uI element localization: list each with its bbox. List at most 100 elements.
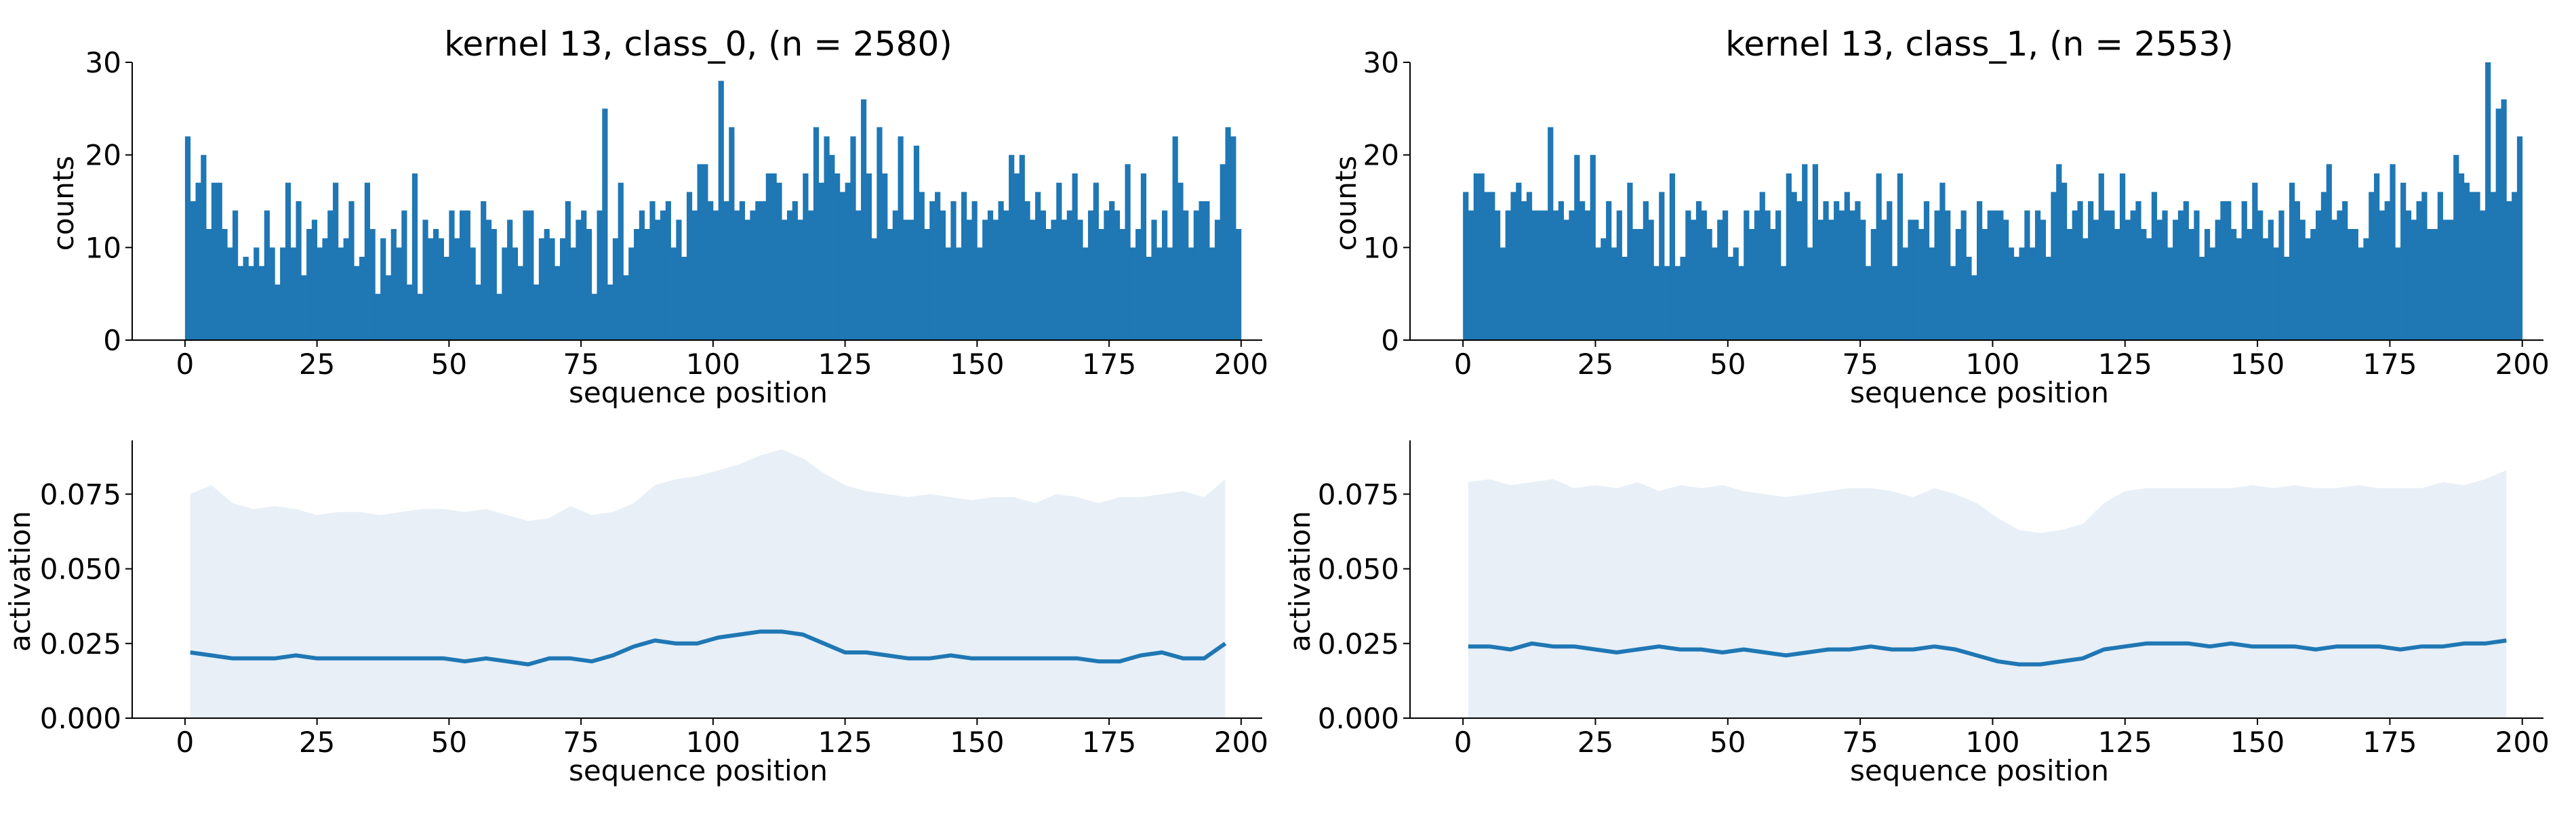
histogram-bar — [628, 247, 635, 340]
histogram-bar — [195, 182, 201, 340]
x-axis-label: sequence position — [569, 754, 828, 787]
y-tick-label: 0.000 — [40, 702, 121, 735]
histogram-bar — [2104, 210, 2110, 340]
histogram-bar — [2077, 201, 2083, 340]
histogram-bar — [776, 182, 782, 340]
histogram-bar — [2262, 238, 2269, 340]
histogram-bar — [2400, 182, 2407, 340]
histogram-bar — [2199, 257, 2205, 340]
histogram-bar — [1765, 210, 1771, 340]
activation-series — [1468, 470, 2507, 718]
histogram-bar — [1712, 247, 1718, 340]
histogram-bar — [2421, 192, 2428, 340]
histogram-panel-class-0: kernel 13, class_0, (n = 2580) sequence … — [47, 24, 1268, 409]
histogram-bar — [449, 210, 455, 340]
histogram-bar — [485, 220, 492, 340]
histogram-bar — [945, 247, 951, 340]
histogram-bar — [1531, 210, 1537, 340]
histogram-bar — [2247, 229, 2253, 340]
histogram-bar — [2284, 257, 2290, 340]
histogram-bar — [1908, 220, 1914, 340]
histogram-bar — [1706, 229, 1712, 340]
activation-panel-class-1: sequence position activation 0 25 50 75 100 1… — [1283, 440, 2550, 787]
histogram-bar — [2458, 173, 2465, 340]
histogram-bar — [940, 210, 946, 340]
histogram-bar — [470, 247, 476, 340]
activation-band — [1468, 470, 2507, 718]
histogram-bar — [1918, 229, 1925, 340]
histogram-bar — [966, 220, 972, 340]
histogram-bar — [396, 247, 402, 340]
histogram-bar — [913, 146, 920, 340]
histogram-bar — [544, 229, 550, 340]
histogram-bar — [559, 238, 566, 340]
histogram-bar — [190, 201, 196, 340]
axes: 0 25 50 75 100 125 150 175 200 0.000 0.025 0.050 0.0… — [40, 440, 1268, 759]
histogram-bar — [871, 238, 877, 340]
histogram-bar — [929, 201, 935, 340]
histogram-bar — [792, 201, 798, 340]
histogram-bar — [280, 247, 286, 340]
histogram-bar — [2093, 220, 2099, 340]
histogram-bar — [1521, 201, 1527, 340]
y-tick-label: 0 — [103, 324, 121, 357]
histogram-bar — [1733, 247, 1739, 340]
histogram-bar — [227, 247, 233, 340]
x-tick-label: 200 — [2495, 726, 2550, 759]
histogram-bar — [411, 173, 418, 340]
histogram-bar — [2109, 210, 2115, 340]
histogram-bar — [338, 247, 344, 340]
histogram-bar — [1146, 257, 1152, 340]
histogram-bar — [597, 210, 603, 340]
histogram-bar — [523, 210, 529, 340]
histogram-bar — [2061, 182, 2068, 340]
histogram-bar — [2051, 192, 2057, 340]
histogram-bar — [1601, 238, 1607, 340]
histogram-bar — [1844, 192, 1850, 340]
histogram-bar — [839, 192, 846, 340]
histogram-bar — [2019, 247, 2025, 340]
histogram-bar — [2342, 201, 2348, 340]
histogram-bar — [549, 238, 555, 340]
histogram-bar — [2146, 238, 2152, 340]
histogram-bar — [2437, 192, 2443, 340]
histogram-panel-class-1: kernel 13, class_1, (n = 2553) sequence … — [1329, 24, 2550, 409]
histogram-bar — [1812, 164, 1818, 340]
histogram-bar — [2125, 220, 2131, 340]
histogram-bar — [618, 182, 624, 340]
histogram-bar — [1865, 266, 1872, 340]
histogram-bar — [665, 201, 671, 340]
histogram-bar — [782, 220, 788, 340]
histogram-bar — [1505, 210, 1511, 340]
histogram-bar — [2453, 154, 2459, 341]
histogram-bar — [2369, 192, 2375, 340]
x-tick-label: 150 — [2230, 348, 2285, 381]
histogram-bar — [2273, 247, 2279, 340]
histogram-bar — [755, 201, 761, 340]
histogram-bar — [1209, 247, 1215, 340]
histogram-bar — [407, 285, 413, 340]
histogram-bar — [1030, 220, 1036, 340]
histogram-bar — [750, 210, 756, 340]
histogram-bar — [401, 210, 407, 340]
histogram-bar — [211, 182, 218, 340]
histogram-bar — [443, 257, 449, 340]
histogram-bar — [1563, 220, 1569, 340]
histogram-bar — [2034, 210, 2041, 340]
histogram-bar — [2151, 192, 2158, 340]
histogram-bar — [1680, 257, 1686, 340]
histogram-bar — [971, 201, 978, 340]
histogram-bar — [2442, 220, 2449, 340]
histogram-bar — [1891, 266, 1898, 340]
histogram-bar — [570, 247, 576, 340]
histogram-bar — [1204, 201, 1210, 340]
y-axis-label: counts — [47, 156, 80, 251]
histogram-bar — [1188, 247, 1194, 340]
histogram-bar — [856, 210, 862, 340]
histogram-bar — [670, 247, 677, 340]
histogram-bar — [555, 266, 561, 340]
histogram-bar — [2013, 257, 2019, 340]
x-tick-label: 175 — [2362, 726, 2417, 759]
histogram-bar — [2326, 164, 2332, 340]
histogram-bar — [1780, 266, 1787, 340]
